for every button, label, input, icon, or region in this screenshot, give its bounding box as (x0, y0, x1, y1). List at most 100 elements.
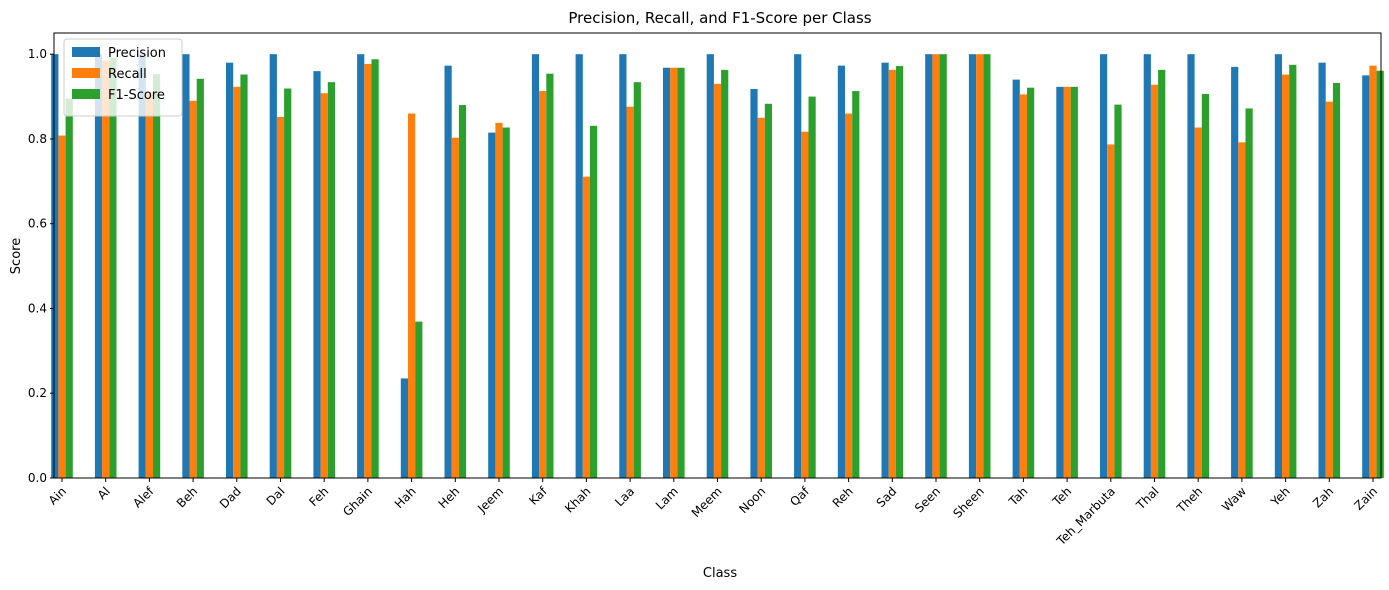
bar-f1-score-lam (677, 67, 685, 478)
bar-precision-zain (1362, 75, 1370, 478)
bar-precision-tah (1012, 79, 1020, 479)
x-tick-label: Theh (1174, 484, 1206, 516)
x-tick-label: Dad (217, 484, 244, 511)
x-tick-label: Yeh (1267, 484, 1292, 509)
bar-f1-score-khah (590, 125, 598, 478)
bar-precision-noon (750, 88, 758, 478)
bar-precision-seen (925, 54, 933, 478)
bar-f1-score-sad (895, 66, 904, 478)
bar-recall-qaf (801, 131, 809, 478)
x-tick-label: Jeem (474, 484, 506, 516)
bar-f1-score-teh-marbuta (1114, 104, 1122, 479)
y-axis-label: Score (9, 238, 24, 274)
bar-f1-score-laa (633, 82, 641, 478)
x-tick-label: Ain (46, 484, 69, 507)
bar-precision-hah (400, 378, 408, 478)
bar-recall-khah (582, 176, 590, 479)
bar-precision-meem (706, 54, 714, 478)
bar-f1-score-seen (939, 54, 947, 478)
bar-recall-alef (145, 92, 153, 478)
bar-precision-reh (837, 65, 845, 478)
x-tick-label: Laa (612, 484, 637, 509)
bar-f1-score-sheen (983, 54, 991, 478)
x-tick-label: Heh (436, 484, 463, 511)
bar-precision-heh (444, 65, 452, 478)
legend: Precision Recall F1-Score (63, 38, 183, 117)
bar-recall-kaf (539, 91, 547, 478)
bar-precision-beh (182, 54, 190, 478)
y-tick-label: 1.0 (28, 47, 47, 61)
x-tick-label: Qaf (787, 484, 812, 509)
bar-recall-teh-marbuta (1107, 144, 1115, 478)
x-tick-label: Dal (264, 484, 288, 508)
bar-f1-score-dal (284, 88, 292, 479)
bar-f1-score-noon (764, 103, 772, 478)
bar-f1-score-kaf (546, 73, 554, 478)
bar-f1-score-ain (65, 98, 73, 478)
bar-f1-score-beh (196, 78, 204, 479)
bar-f1-score-thal (1158, 69, 1166, 479)
bar-f1-score-yeh (1289, 64, 1297, 478)
bar-recall-waw (1238, 142, 1246, 478)
bar-f1-score-teh (1070, 86, 1078, 478)
bar-recall-jeem (495, 122, 503, 478)
bar-precision-dad (226, 62, 234, 479)
bar-precision-ain (51, 54, 59, 478)
bar-recall-zah (1325, 101, 1333, 478)
bar-precision-theh (1187, 54, 1195, 478)
x-tick-label: Thal (1133, 484, 1162, 513)
bar-precision-teh (1056, 86, 1064, 478)
x-tick-label: Zain (1351, 484, 1380, 513)
bar-recall-feh (320, 93, 328, 479)
bar-recall-heh (451, 137, 459, 478)
y-tick-label: 0.0 (28, 471, 47, 485)
legend-swatch (72, 68, 100, 78)
x-axis-label: Class (703, 566, 737, 581)
bar-precision-khah (575, 54, 583, 478)
bar-recall-ain (58, 135, 66, 478)
x-tick-label: Noon (736, 484, 768, 516)
bar-precision-lam (663, 67, 671, 478)
bar-recall-seen (932, 54, 940, 478)
bar-precision-kaf (531, 54, 540, 478)
bar-f1-score-reh (852, 91, 860, 478)
x-tick-label: Lam (653, 484, 681, 512)
bar-recall-dal (276, 116, 285, 478)
bar-recall-beh (189, 100, 197, 478)
bar-f1-score-zah (1332, 83, 1341, 478)
bar-precision-yeh (1274, 54, 1282, 478)
y-tick-label: 0.8 (28, 132, 47, 146)
bar-f1-score-zain (1376, 70, 1384, 478)
bar-precision-qaf (794, 54, 802, 478)
bar-f1-score-jeem (502, 127, 510, 478)
y-tick-label: 0.4 (28, 301, 47, 315)
x-tick-label: Feh (306, 484, 331, 509)
bar-recall-sad (888, 69, 896, 479)
bar-recall-meem (713, 83, 722, 479)
bar-recall-theh (1194, 127, 1202, 478)
bar-recall-dad (233, 86, 241, 478)
x-tick-label: Waw (1219, 484, 1249, 514)
x-tick-label: Meem (689, 484, 725, 520)
bar-f1-score-alef (153, 74, 161, 479)
bar-precision-thal (1143, 54, 1151, 478)
x-tick-label: Zah (1310, 484, 1336, 510)
bar-f1-score-tah (1027, 87, 1035, 479)
bar-precision-sad (881, 62, 889, 479)
bar-f1-score-al (109, 57, 117, 478)
x-tick-label: Al (95, 484, 113, 502)
x-tick-label: Tah (1006, 484, 1031, 509)
bar-recall-laa (626, 106, 634, 479)
bar-recall-al (102, 60, 110, 479)
bar-f1-score-theh (1201, 94, 1209, 478)
bar-recall-noon (757, 117, 765, 478)
bar-f1-score-waw (1245, 108, 1253, 478)
bar-precision-waw (1231, 66, 1239, 479)
legend-label: Precision (108, 46, 166, 61)
bar-f1-score-meem (721, 69, 729, 479)
bar-recall-reh (845, 113, 853, 479)
bar-precision-laa (619, 54, 627, 478)
bar-recall-lam (670, 67, 678, 478)
bar-f1-score-hah (415, 321, 423, 478)
x-tick-label: Alef (130, 484, 157, 511)
